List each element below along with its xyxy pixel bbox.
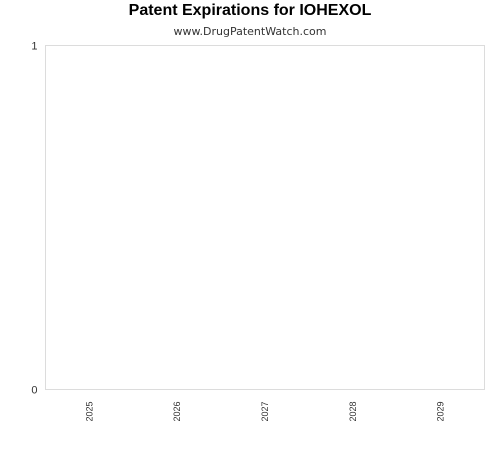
x-tick-label: 2026 — [172, 402, 182, 422]
plot-area — [46, 46, 485, 390]
x-tick-label: 2028 — [348, 402, 358, 422]
y-tick-label: 0 — [31, 385, 37, 397]
y-tick-label: 1 — [31, 41, 37, 53]
x-tick-label: 2025 — [84, 402, 94, 422]
x-tick-label: 2027 — [260, 402, 270, 422]
x-tick-label: 2029 — [436, 402, 446, 422]
